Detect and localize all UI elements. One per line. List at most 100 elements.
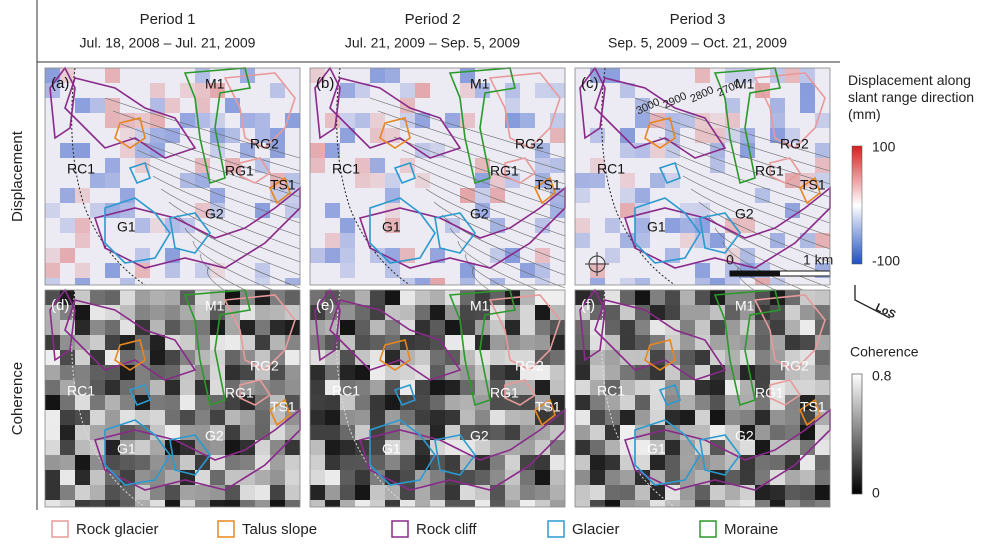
feature-label: M1: [470, 76, 490, 92]
map-pixel: [120, 395, 135, 410]
map-pixel: [725, 410, 740, 425]
feature-outline: [798, 398, 821, 427]
map-pixel: [430, 290, 445, 305]
map-pixel: [665, 305, 680, 320]
map-pixel: [445, 320, 460, 335]
map-pixel: [240, 500, 255, 507]
map-pixel: [590, 158, 605, 173]
map-pixel: [815, 380, 830, 395]
map-pixel: [520, 113, 535, 128]
feature-outline: [128, 383, 152, 407]
map-pixel: [490, 173, 505, 188]
map-pixel: [800, 470, 815, 485]
map-pixel: [755, 188, 770, 203]
panel-frame: [309, 67, 566, 286]
legend-label: Rock glacier: [76, 521, 159, 538]
map-pixel: [740, 68, 755, 83]
map-pixel: [355, 425, 370, 440]
map-pixel: [310, 365, 325, 380]
map-pixel: [45, 500, 60, 507]
map-pixel: [710, 335, 725, 350]
map-pixel: [210, 335, 225, 350]
map-pixel: [490, 470, 505, 485]
map-pixel: [120, 278, 135, 285]
map-pixel: [210, 203, 225, 218]
map-pixel: [650, 500, 665, 507]
map-pixel: [325, 410, 340, 425]
map-pixel: [105, 500, 120, 507]
map-pixel: [310, 350, 325, 365]
map-pixel: [195, 425, 210, 440]
feature-label: G1: [117, 219, 136, 235]
map-pixel: [75, 188, 90, 203]
feature-label: M1: [205, 76, 225, 92]
map-pixel: [590, 410, 605, 425]
map-pixel: [695, 278, 710, 285]
map-pixel: [180, 113, 195, 128]
map-pixel: [740, 500, 755, 507]
map-pixel: [590, 395, 605, 410]
map-pixel: [680, 305, 695, 320]
map-pixel: [150, 485, 165, 500]
map-pixel: [310, 470, 325, 485]
map-pixel: [430, 425, 445, 440]
map-pixel: [815, 365, 830, 380]
map-pixel: [400, 440, 415, 455]
column-title: Period 1: [140, 11, 196, 28]
map-pixel: [770, 305, 785, 320]
map-pixel: [785, 128, 800, 143]
map-pixel: [340, 248, 355, 263]
map-pixel: [475, 203, 490, 218]
map-pixel: [460, 425, 475, 440]
map-pixel: [605, 485, 620, 500]
map-pixel: [740, 410, 755, 425]
map-pixel: [665, 113, 680, 128]
map-pixel: [725, 395, 740, 410]
map-pixel: [785, 500, 800, 507]
map-pixel: [90, 425, 105, 440]
map-pixel: [90, 173, 105, 188]
contour-line: [152, 175, 301, 237]
colorbar-max: 100: [872, 139, 896, 155]
feature-label: RG1: [225, 163, 254, 179]
map-pixel: [605, 218, 620, 233]
map-pixel: [385, 470, 400, 485]
feature-outline: [329, 299, 462, 381]
map-pixel: [770, 278, 785, 285]
map-pixel: [535, 305, 550, 320]
map-pixel: [400, 305, 415, 320]
map-pixel: [710, 485, 725, 500]
map-pixel: [535, 470, 550, 485]
feature-outline: [64, 299, 197, 381]
map-pixel: [800, 98, 815, 113]
map-pixel: [650, 395, 665, 410]
map-pixel: [370, 485, 385, 500]
map-pixel: [225, 290, 240, 305]
map-pixel: [210, 188, 225, 203]
map-pixel: [620, 278, 635, 285]
feature-outline: [753, 72, 826, 149]
map-pixel: [385, 173, 400, 188]
map-pixel: [325, 233, 340, 248]
map-pixel: [165, 440, 180, 455]
map-pixel: [180, 485, 195, 500]
map-pixel: [460, 188, 475, 203]
map-pixel: [415, 278, 430, 285]
map-pixel: [605, 365, 620, 380]
map-pixel: [740, 425, 755, 440]
feature-outline: [369, 419, 436, 486]
map-pixel: [550, 425, 565, 440]
map-pixel: [755, 320, 770, 335]
map-pixel: [430, 278, 445, 285]
map-pixel: [355, 113, 370, 128]
map-pixel: [355, 83, 370, 98]
map-pixel: [400, 335, 415, 350]
map-pixel: [135, 218, 150, 233]
map-pixel: [620, 380, 635, 395]
map-pixel: [75, 143, 90, 158]
feature-outline: [128, 161, 152, 185]
map-pixel: [535, 455, 550, 470]
map-pixel: [75, 98, 90, 113]
map-pixel: [445, 410, 460, 425]
map-pixel: [620, 470, 635, 485]
